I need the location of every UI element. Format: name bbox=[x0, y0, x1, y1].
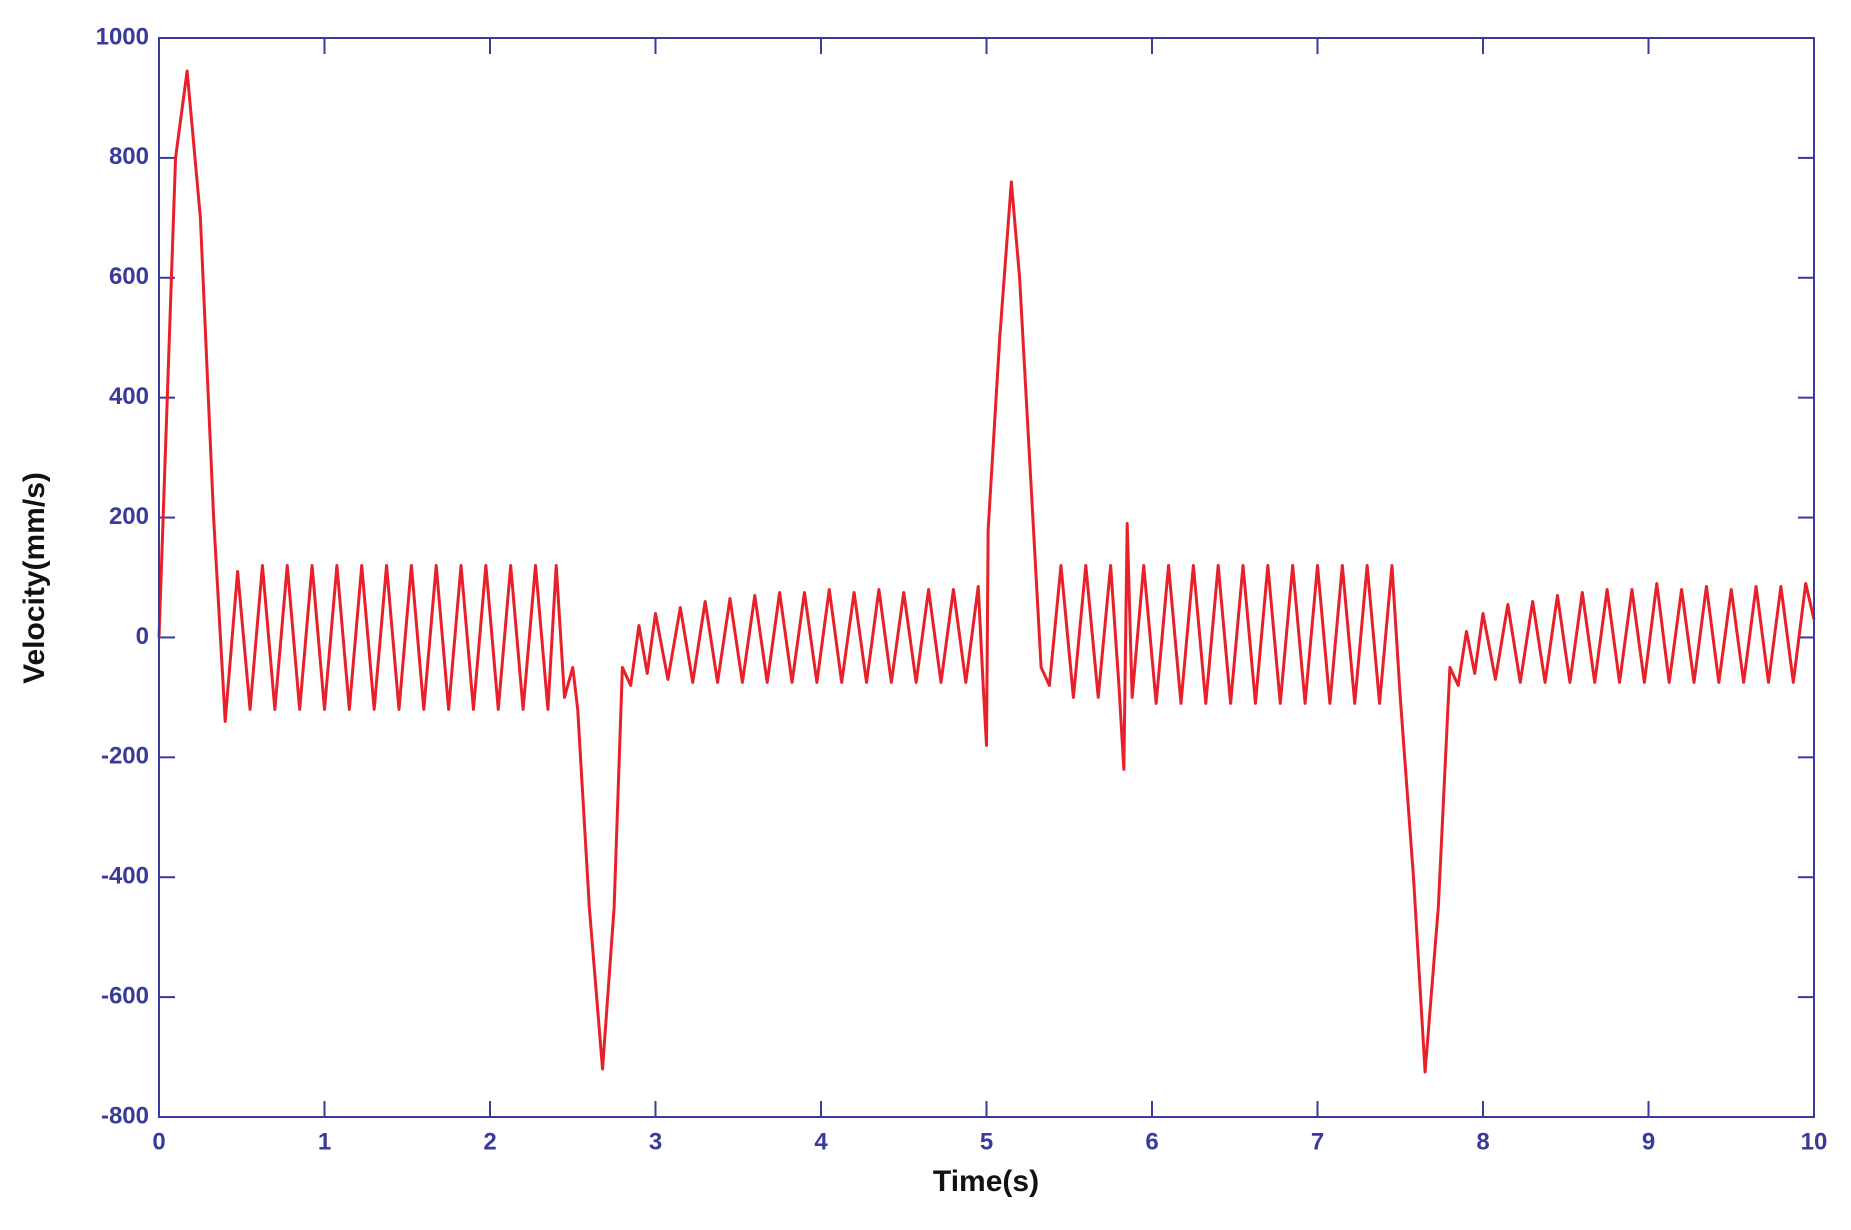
x-tick-label: 9 bbox=[1642, 1128, 1655, 1155]
y-tick-label: 200 bbox=[109, 503, 149, 530]
y-tick-label: -800 bbox=[101, 1102, 149, 1129]
plot-frame bbox=[158, 37, 1815, 1118]
x-tick-label: 6 bbox=[1145, 1128, 1158, 1155]
y-tick-label: -400 bbox=[101, 863, 149, 890]
line-series bbox=[157, 69, 1816, 1074]
x-tick-label: 7 bbox=[1311, 1128, 1324, 1155]
y-tick-label: 1000 bbox=[96, 23, 149, 50]
x-tick-label: 8 bbox=[1476, 1128, 1489, 1155]
y-tick-label: 0 bbox=[136, 623, 149, 650]
x-tick-label: 5 bbox=[980, 1128, 993, 1155]
y-axis-title: Velocity(mm/s) bbox=[18, 472, 51, 684]
x-tick-label: 0 bbox=[152, 1128, 165, 1155]
y-tick-label: 600 bbox=[109, 263, 149, 290]
y-tick-label: -200 bbox=[101, 743, 149, 770]
x-tick-label: 4 bbox=[814, 1128, 828, 1155]
x-axis-title: Time(s) bbox=[933, 1165, 1039, 1198]
y-tick-label: -600 bbox=[101, 982, 149, 1009]
y-tick-label: 800 bbox=[109, 143, 149, 170]
x-tick-label: 3 bbox=[649, 1128, 662, 1155]
x-tick-label: 2 bbox=[483, 1128, 496, 1155]
y-tick-label: 400 bbox=[109, 383, 149, 410]
x-tick-label: 1 bbox=[318, 1128, 331, 1155]
x-tick-label: 10 bbox=[1801, 1128, 1828, 1155]
